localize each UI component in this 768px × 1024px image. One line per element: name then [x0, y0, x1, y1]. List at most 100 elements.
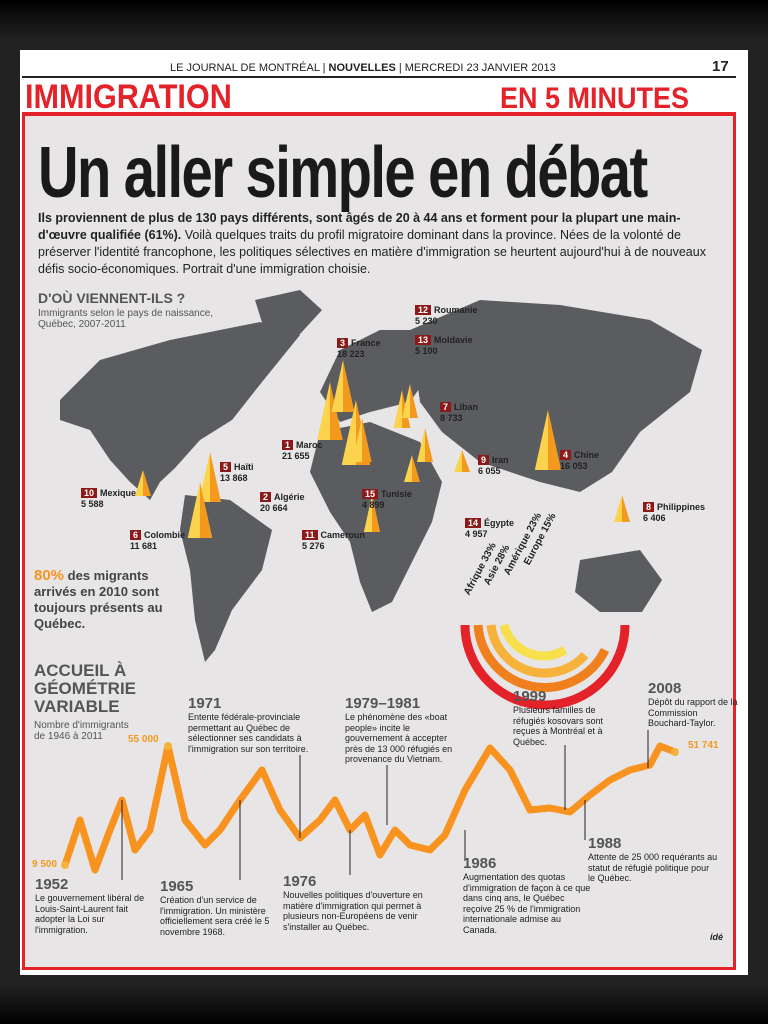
event-year: 1986	[463, 855, 497, 872]
rank: 14	[465, 518, 482, 528]
page-number: 17	[712, 58, 729, 75]
retention-text: des migrants arrivés en 2010 sont toujou…	[34, 568, 163, 631]
cone-right	[412, 455, 420, 482]
country-label: 10 Mexique 5 588	[81, 488, 136, 510]
cone-left	[417, 428, 425, 462]
cone-left	[404, 455, 412, 482]
lead-bold: Ils proviennent de plus de 130 pays diff…	[38, 211, 681, 242]
sources: SOURCES : INSTITUT DE LA STATISTIQUE DU …	[4, 496, 11, 950]
cone-right	[343, 360, 355, 412]
cone-left	[135, 470, 143, 496]
rank: 13	[415, 335, 432, 345]
section: NOUVELLES	[328, 62, 396, 74]
event-text: Nouvelles politiques d'ouverture en mati…	[283, 890, 423, 932]
country-value: 16 053	[560, 461, 588, 471]
event-text: Augmentation des quotas d'immigration de…	[463, 872, 591, 935]
event-year: 1965	[160, 878, 194, 895]
arc-asie	[473, 624, 610, 692]
point-end	[671, 748, 679, 756]
country-label: 6 Colombie 11 681	[130, 530, 185, 552]
timeline-title: ACCUEIL À GÉOMÉTRIE VARIABLE	[34, 661, 137, 716]
event-text: Le phénomène des «boat people» incite le…	[345, 712, 453, 764]
retention-highlight: 80%	[34, 567, 65, 584]
banner-right: EN 5 MINUTES	[500, 82, 690, 115]
country-name: Haïti	[234, 462, 254, 472]
cone-left	[331, 360, 343, 412]
country-value: 6 055	[478, 466, 501, 476]
country-name: Liban	[454, 402, 479, 412]
cone-right	[462, 450, 470, 472]
country-value: 4 899	[362, 500, 385, 510]
cone-right	[143, 470, 151, 496]
country-label: 15 Tunisie 4 899	[362, 489, 412, 511]
world-map	[60, 290, 702, 662]
north-america	[60, 322, 300, 500]
event-text: Dépôt du rapport de la Commission Boucha…	[648, 697, 738, 728]
country-value: 13 868	[220, 473, 248, 483]
country-label: 1 Maroc 21 655	[282, 440, 323, 462]
country-value: 5 588	[81, 499, 104, 509]
event-year: 1979–1981	[345, 695, 421, 712]
country-label: 7 Liban 8 733	[440, 402, 478, 424]
rank: 6	[130, 530, 142, 540]
cone-left	[454, 450, 462, 472]
rank: 11	[302, 530, 318, 540]
cone-left	[317, 382, 330, 440]
headline: Un aller simple en débat	[38, 133, 648, 213]
banner-rule	[22, 112, 736, 116]
rank: 5	[220, 462, 232, 472]
country-value: 21 655	[282, 451, 310, 461]
cone-right	[410, 384, 418, 418]
country-name: Cameroun	[320, 530, 366, 540]
country-name: Algérie	[274, 492, 305, 502]
cone-left	[199, 452, 210, 502]
arc-europe	[499, 623, 568, 661]
cone-left	[363, 495, 372, 532]
rank: 10	[81, 488, 98, 498]
event-text: Entente fédérale-provinciale permettant …	[188, 712, 309, 754]
country-name: Roumanie	[434, 305, 478, 315]
timeline-subtitle: Nombre d'immigrants de 1946 à 2011	[34, 720, 129, 742]
cone-left	[393, 390, 402, 428]
asia	[410, 300, 702, 492]
cones	[135, 360, 630, 538]
date: MERCREDI 23 JANVIER 2013	[404, 62, 556, 74]
event-text: Attente de 25 000 requérants au statut d…	[588, 852, 718, 883]
credit: idé	[710, 932, 724, 942]
cone-right	[372, 495, 381, 532]
country-value: 11 681	[130, 541, 158, 551]
cone-right	[210, 452, 221, 502]
country-value: 20 664	[260, 503, 288, 513]
country-value: 4 957	[465, 529, 488, 539]
country-label: 9 Iran 6 055	[478, 455, 509, 477]
country-name: Colombie	[144, 530, 186, 540]
australia	[575, 550, 662, 612]
country-name: Tunisie	[381, 489, 412, 499]
lead-text: Voilà quelques traits du profil migratoi…	[38, 228, 706, 276]
header: LE JOURNAL DE MONTRÉAL | NOUVELLES | MER…	[170, 62, 556, 74]
cone-right	[548, 410, 562, 470]
rank: 8	[643, 502, 655, 512]
greenland	[255, 290, 322, 345]
country-label: 3 France 18 223	[337, 338, 381, 360]
country-value: 18 223	[337, 349, 365, 359]
country-name: Mexique	[100, 488, 137, 498]
rank: 4	[560, 450, 572, 460]
arc-afrique	[460, 624, 630, 710]
cone-right	[200, 482, 213, 538]
event-year: 1999	[513, 688, 547, 705]
cone-left	[614, 495, 622, 522]
cone-left	[187, 482, 200, 538]
rule	[22, 76, 736, 78]
country-label: 4 Chine 16 053	[560, 450, 599, 472]
event-year: 1952	[35, 876, 69, 893]
line-label-peak: 55 000	[128, 734, 159, 745]
cone-left	[341, 400, 356, 465]
country-label: 13 Moldavie 5 100	[415, 335, 473, 357]
country-name: Iran	[492, 455, 509, 465]
origin-arcs	[460, 623, 630, 710]
event-year: 1988	[588, 835, 622, 852]
country-label: 12 Roumanie 5 230	[415, 305, 478, 327]
country-label: 11 Cameroun 5 276	[302, 530, 365, 552]
